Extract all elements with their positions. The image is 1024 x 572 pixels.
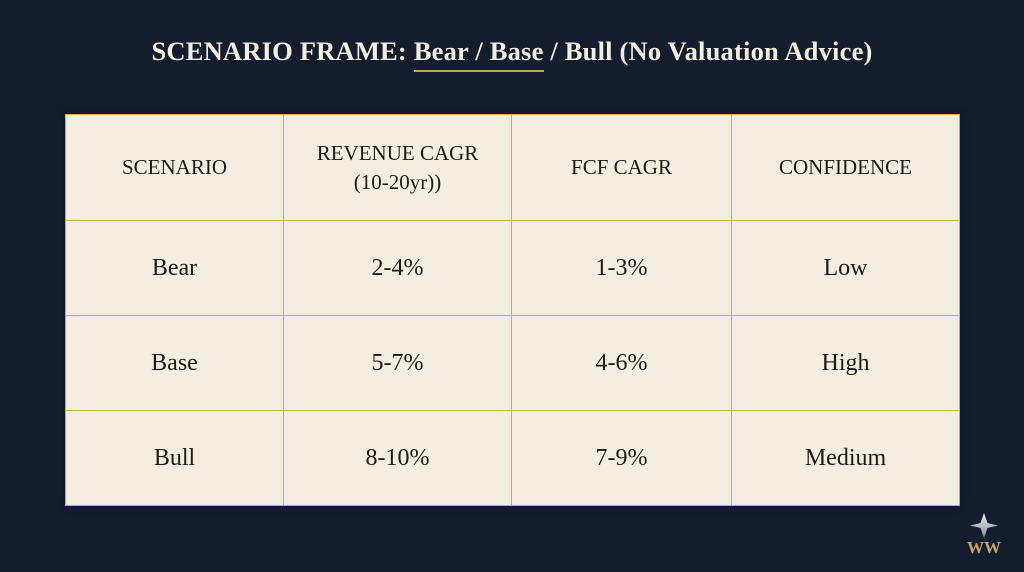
cell-fcf-cagr: 7-9% (511, 410, 732, 506)
cell-fcf-cagr: 1-3% (511, 220, 732, 316)
cell-confidence: High (731, 315, 960, 411)
cell-scenario: Bull (65, 410, 284, 506)
table-row: Base 5-7% 4-6% High (65, 315, 960, 411)
title-suffix: / Bull (No Valuation Advice) (543, 36, 873, 66)
header-scenario-text: SCENARIO (121, 155, 227, 179)
cell-scenario: Bear (65, 220, 284, 316)
header-confidence: CONFIDENCE (731, 114, 960, 221)
header-row: SCENARIO REVENUE CAGR (10-20yr)) FCF CAGR… (65, 114, 960, 221)
header-fcf-cagr: FCF CAGR (511, 114, 732, 221)
table-row: Bull 8-10% 7-9% Medium (65, 410, 960, 506)
cell-revenue-cagr: 5-7% (283, 315, 512, 411)
cell-confidence: Medium (731, 410, 960, 506)
logo-text: WW (967, 538, 1001, 556)
title-prefix: SCENARIO FRAME: (151, 36, 414, 66)
star-logo-icon: WW (967, 513, 1001, 556)
header-confidence-text: CONFIDENCE (778, 155, 912, 179)
logo-star-shape (970, 513, 998, 538)
page-title: SCENARIO FRAME: Bear / Base / Bull (No V… (0, 36, 1024, 67)
header-revenue-cagr-line1: REVENUE CAGR (316, 140, 479, 165)
cell-confidence: Low (731, 220, 960, 316)
header-fcf-cagr-text: FCF CAGR (571, 155, 672, 179)
title-highlight: Bear / Base (413, 36, 544, 66)
cell-revenue-cagr: 8-10% (283, 410, 512, 506)
cell-revenue-cagr: 2-4% (283, 220, 512, 316)
cell-fcf-cagr: 4-6% (511, 315, 732, 411)
scenario-table: SCENARIO REVENUE CAGR (10-20yr)) FCF CAGR… (65, 114, 960, 506)
header-scenario: SCENARIO (65, 114, 284, 221)
table-row: Bear 2-4% 1-3% Low (65, 220, 960, 316)
header-revenue-cagr: REVENUE CAGR (10-20yr)) (283, 114, 512, 221)
header-revenue-cagr-line2: (10-20yr)) (353, 169, 442, 194)
cell-scenario: Base (65, 315, 284, 411)
